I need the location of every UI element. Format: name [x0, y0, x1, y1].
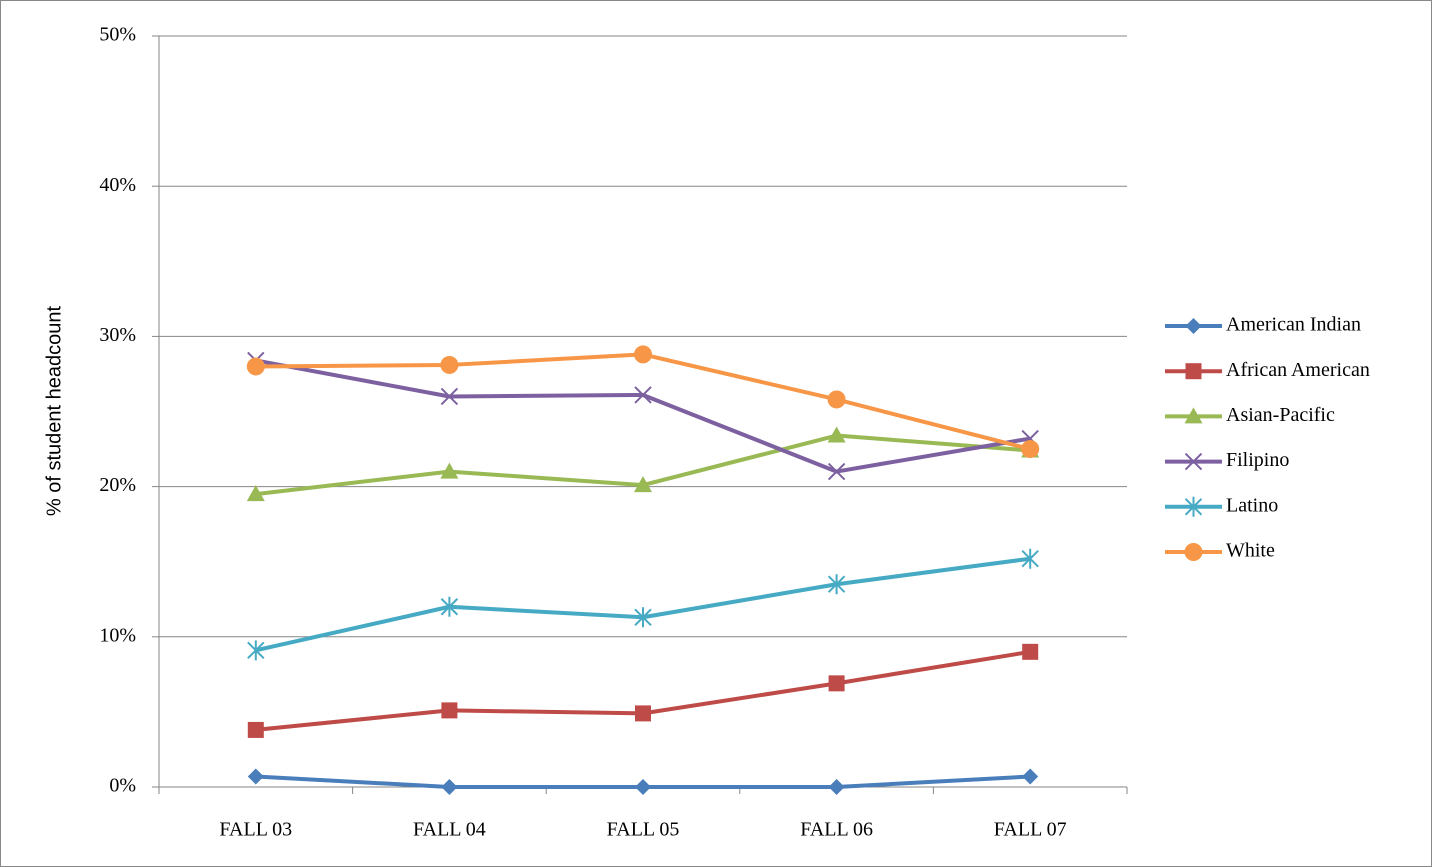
data-point [247, 640, 265, 661]
data-point [827, 390, 846, 409]
data-point [440, 462, 459, 479]
data-point [634, 476, 652, 493]
legend-label: Latino [1226, 494, 1278, 516]
y-tick-label: 30% [99, 324, 136, 346]
y-tick-label: 50% [99, 24, 136, 46]
x-tick-label: FALL 07 [994, 819, 1067, 841]
legend-label: American Indian [1226, 314, 1361, 336]
data-point [634, 607, 652, 628]
data-point [1022, 643, 1039, 660]
legend-marker [1184, 452, 1203, 471]
x-tick-label: FALL 04 [413, 819, 486, 841]
data-point [247, 768, 264, 785]
x-tick-label: FALL 05 [607, 819, 680, 841]
data-point [1022, 768, 1039, 785]
legend-label: Asian-Pacific [1226, 404, 1335, 426]
legend-marker [1184, 496, 1203, 517]
data-point [441, 702, 458, 719]
data-point [441, 779, 458, 795]
data-point [440, 596, 459, 617]
legend-marker [1185, 363, 1202, 380]
data-point [827, 574, 846, 595]
x-tick-label: FALL 06 [800, 819, 873, 841]
data-point [440, 387, 459, 406]
data-point [247, 721, 264, 738]
data-point [1021, 548, 1039, 569]
legend-marker [1184, 543, 1203, 561]
y-tick-label: 10% [99, 624, 136, 646]
data-point [634, 386, 652, 404]
data-point [827, 426, 846, 443]
data-point [828, 779, 845, 795]
data-point [635, 779, 651, 795]
data-point [635, 705, 651, 722]
data-point [828, 675, 845, 692]
legend-marker [1185, 318, 1202, 334]
data-point [440, 355, 459, 374]
y-tick-label: 20% [99, 474, 136, 496]
data-point [634, 345, 652, 364]
y-tick-label: 40% [99, 174, 136, 196]
legend-label: African American [1226, 359, 1370, 381]
data-point [827, 462, 846, 481]
y-axis-label: % of student headcount [43, 305, 65, 516]
legend-marker [1184, 407, 1203, 424]
legend-label: White [1226, 540, 1275, 562]
legend-label: Filipino [1226, 449, 1289, 471]
x-tick-label: FALL 03 [219, 819, 292, 841]
data-point [246, 357, 265, 376]
data-point [246, 485, 265, 502]
data-point [1021, 440, 1040, 459]
y-tick-label: 0% [109, 775, 136, 797]
